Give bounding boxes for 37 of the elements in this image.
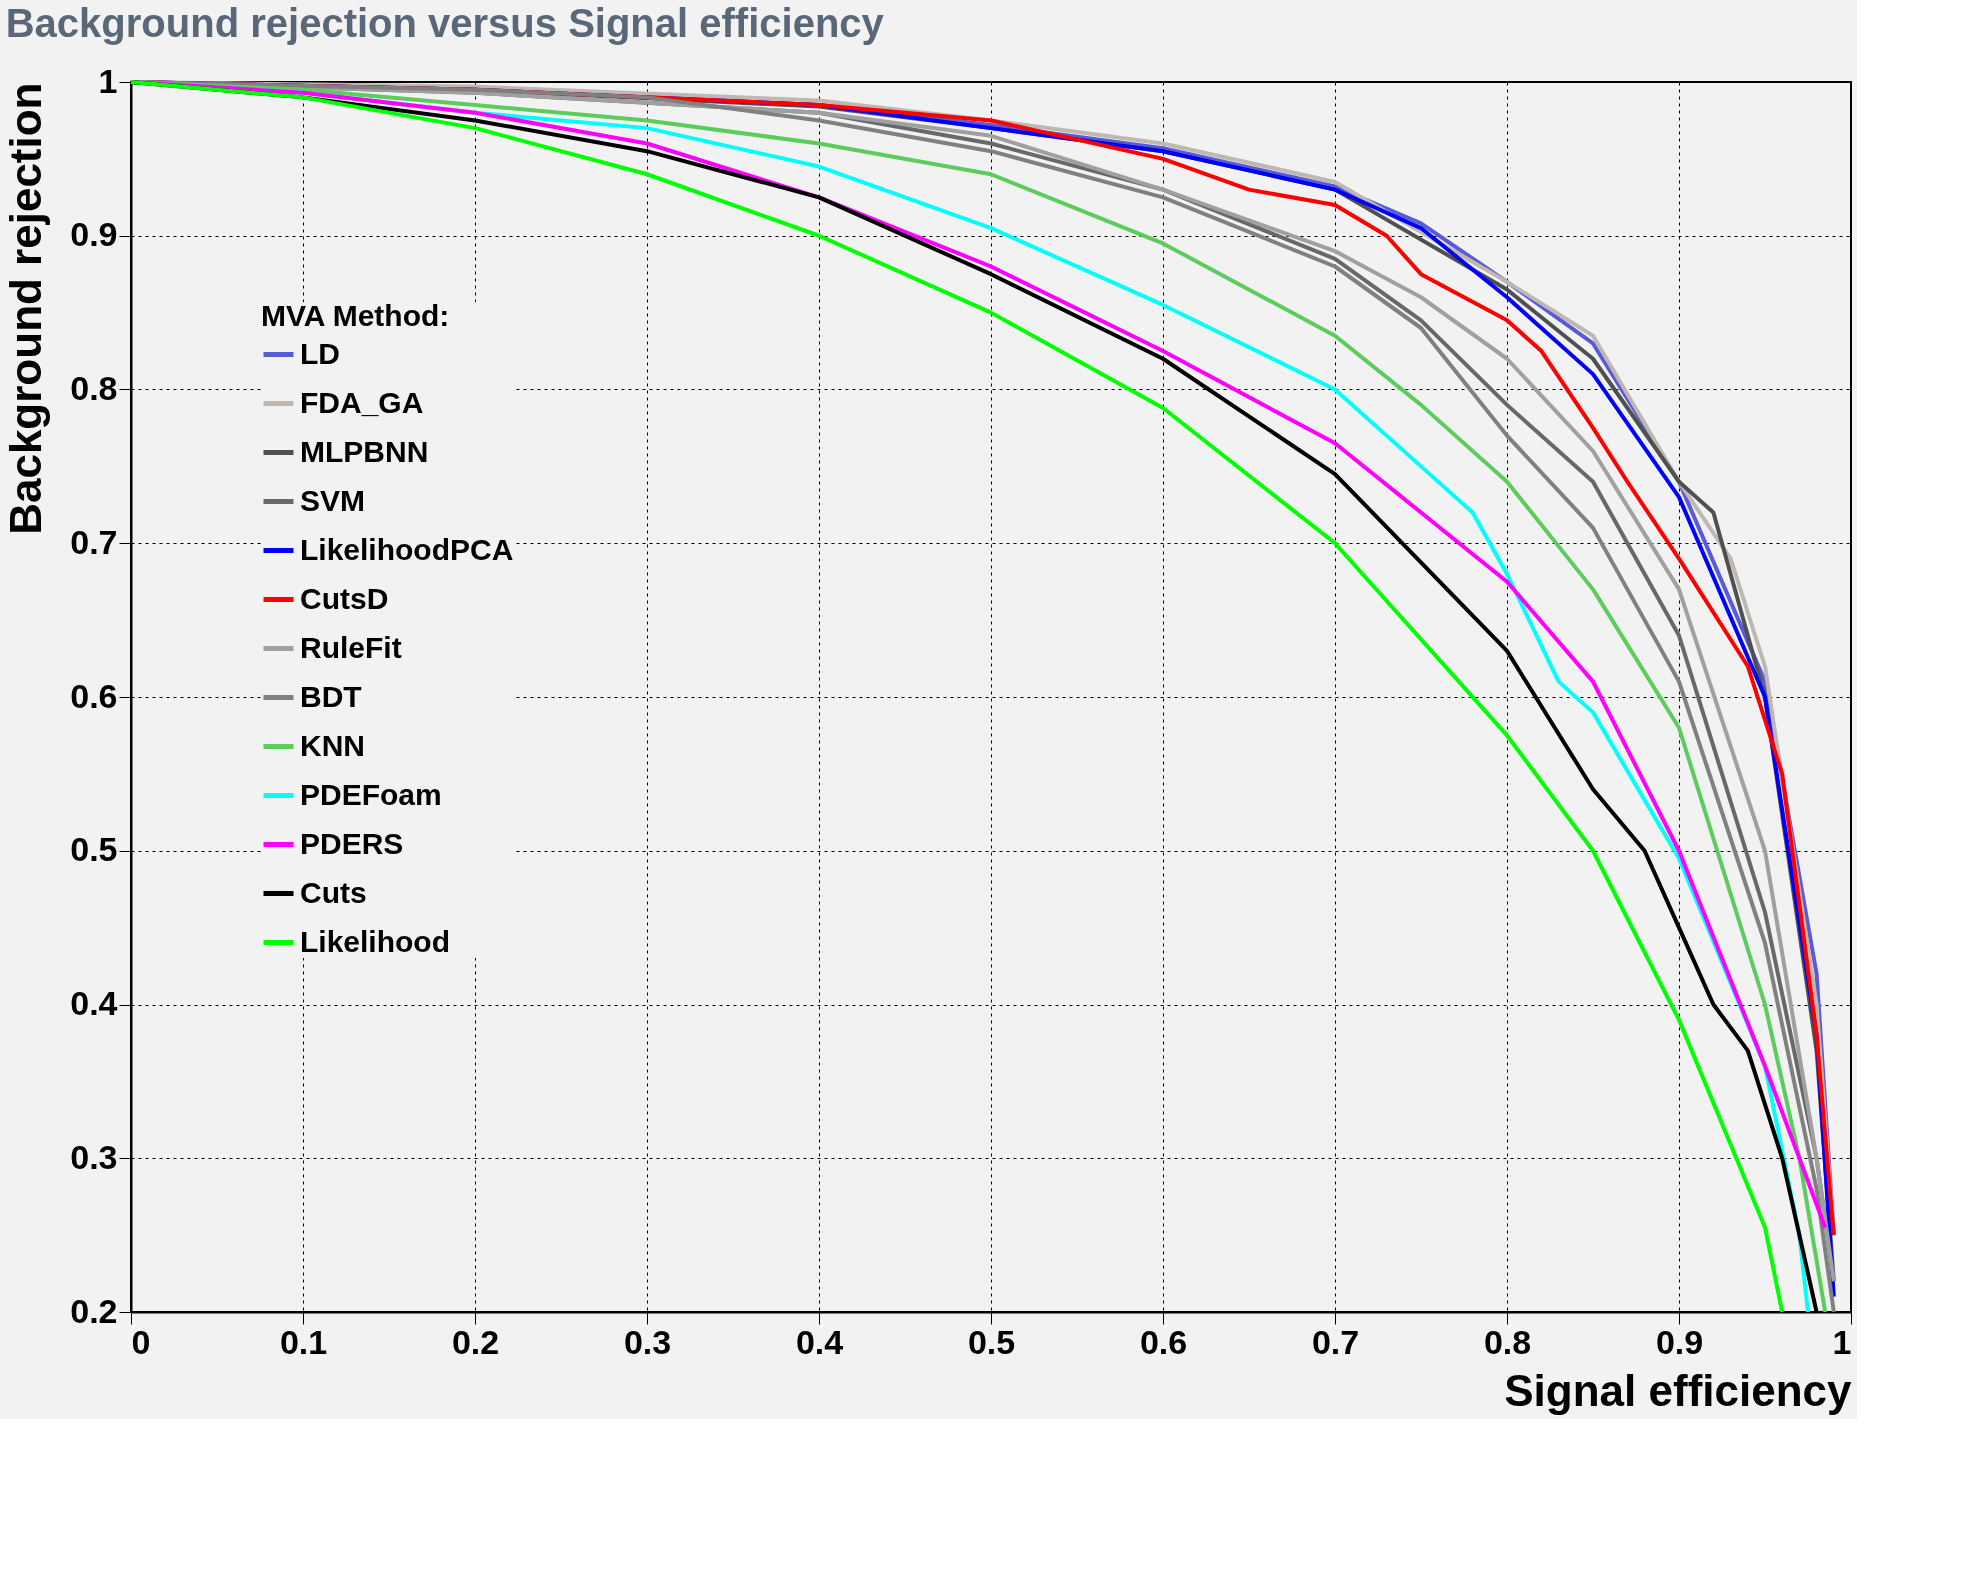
y-tick-label: 0.4 <box>70 984 118 1022</box>
legend-label: RuleFit <box>300 630 402 664</box>
x-tick-label: 0.2 <box>451 1322 500 1361</box>
x-tick-label: 0.8 <box>1483 1322 1532 1361</box>
legend-label: PDERS <box>300 826 404 860</box>
legend-label: SVM <box>300 483 366 517</box>
legend-label: MLPBNN <box>300 434 429 468</box>
legend-label: FDA_GA <box>300 385 424 419</box>
legend-label: Likelihood <box>300 924 450 958</box>
y-tick-label: 0.2 <box>70 1291 118 1330</box>
y-axis-title: Background rejection <box>1 82 51 535</box>
x-axis-title: Signal efficiency <box>1504 1365 1853 1415</box>
chart-title: Background rejection versus Signal efficiency <box>5 1 885 45</box>
y-tick-label: 0.6 <box>70 676 118 715</box>
x-tick-label: 1 <box>1832 1322 1852 1361</box>
legend-label: LikelihoodPCA <box>300 532 514 566</box>
legend-label: BDT <box>300 679 362 713</box>
legend-label: CutsD <box>300 581 389 615</box>
y-tick-label: 0.5 <box>70 830 118 869</box>
x-tick-label: 0 <box>131 1322 151 1361</box>
x-tick-label: 0.1 <box>279 1322 328 1361</box>
y-tick-label: 0.9 <box>70 215 118 254</box>
x-tick-label: 0.5 <box>967 1322 1016 1361</box>
legend-label: Cuts <box>300 875 367 909</box>
x-tick-label: 0.7 <box>1311 1322 1360 1361</box>
legend-label: KNN <box>300 728 365 762</box>
y-tick-label: 0.8 <box>70 369 118 407</box>
x-tick-label: 0.6 <box>1139 1322 1188 1361</box>
y-tick-label: 0.3 <box>70 1137 118 1176</box>
x-tick-label: 0.4 <box>795 1322 844 1361</box>
x-tick-label: 0.3 <box>623 1322 672 1361</box>
x-tick-label: 0.9 <box>1655 1322 1704 1361</box>
y-tick-label: 0.7 <box>70 522 118 561</box>
legend-title: MVA Method: <box>261 299 450 332</box>
y-tick-label: 1 <box>98 61 118 100</box>
legend-label: LD <box>300 336 340 370</box>
legend-label: PDEFoam <box>300 777 442 811</box>
